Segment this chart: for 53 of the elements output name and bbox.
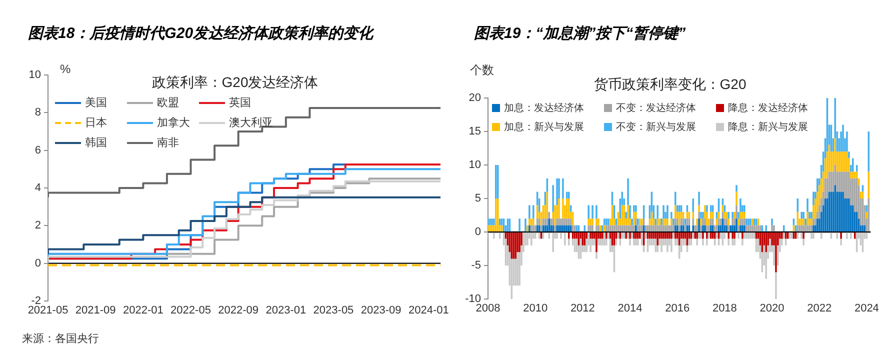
legend-label: 日本 — [85, 116, 107, 130]
legend-label: 加拿大 — [157, 116, 190, 130]
legend-label: 不变：发达经济体 — [616, 102, 696, 115]
legend-label: 不变：新兴与发展 — [616, 120, 696, 134]
y-tick-label: 6 — [34, 144, 41, 156]
x-tick-label: 2024 — [854, 302, 879, 315]
x-tick-label: 2023-01 — [266, 304, 306, 317]
x-tick-label: 2022-09 — [218, 304, 259, 317]
chart-title: 图表19：“加息潮”按下“暂停键” — [474, 24, 686, 43]
x-tick-label: 2022-01 — [122, 304, 164, 317]
x-tick-label: 2022 — [807, 302, 832, 315]
x-tick-label: 2021-09 — [75, 304, 116, 317]
legend-label: 降息：新兴与发展 — [728, 120, 808, 134]
y-tick-label: 15 — [468, 126, 481, 138]
x-tick-label: 2024-01 — [408, 304, 449, 317]
legend-label: 南非 — [157, 136, 179, 150]
x-tick-label: 2021-05 — [28, 304, 68, 317]
legend-label: 欧盟 — [157, 96, 179, 110]
legend-label: 美国 — [85, 96, 107, 110]
y-tick-label: 0 — [474, 226, 481, 238]
y-tick-label: 8 — [34, 106, 41, 119]
y-tick-label: -2 — [31, 295, 41, 308]
x-tick-label: 2023-05 — [313, 304, 354, 317]
legend-label: 加息：发达经济体 — [504, 102, 584, 115]
y-tick-label: -5 — [471, 260, 481, 272]
chart-title: 图表18：后疫情时代G20发达经济体政策利率的变化 — [28, 24, 374, 43]
legend-label: 英国 — [229, 96, 251, 110]
x-tick-label: 2016 — [665, 302, 690, 315]
chart-subtitle: 政策利率：G20发达经济体 — [152, 74, 318, 92]
y-tick-label: 0 — [34, 257, 41, 270]
y-tick-label: 20 — [468, 92, 481, 104]
y-tick-label: -10 — [465, 293, 481, 306]
y-axis-title: 个数 — [470, 62, 494, 79]
x-tick-label: 2012 — [570, 302, 595, 315]
y-tick-label: 4 — [34, 182, 41, 194]
legend-label: 韩国 — [85, 136, 107, 150]
x-tick-label: 2020 — [760, 302, 784, 315]
y-tick-label: 10 — [28, 69, 41, 82]
x-tick-label: 2022-05 — [170, 304, 211, 317]
x-tick-label: 2023-09 — [360, 304, 402, 317]
chart-subtitle: 货币政策利率变化：G20 — [594, 76, 746, 94]
x-tick-label: 2018 — [712, 302, 737, 315]
legend-label: 降息：发达经济体 — [728, 102, 808, 115]
y-tick-label: 2 — [34, 220, 41, 232]
x-tick-label: 2014 — [618, 302, 642, 315]
x-tick-label: 2010 — [523, 302, 548, 315]
y-tick-label: 10 — [468, 159, 481, 172]
x-tick-label: 2008 — [476, 302, 500, 315]
source-note: 来源：各国央行 — [22, 332, 99, 346]
y-tick-label: 5 — [474, 192, 481, 205]
legend-label: 加息：新兴与发展 — [504, 120, 584, 134]
legend-label: 澳大利亚 — [229, 116, 273, 130]
y-axis-title: % — [60, 62, 71, 76]
